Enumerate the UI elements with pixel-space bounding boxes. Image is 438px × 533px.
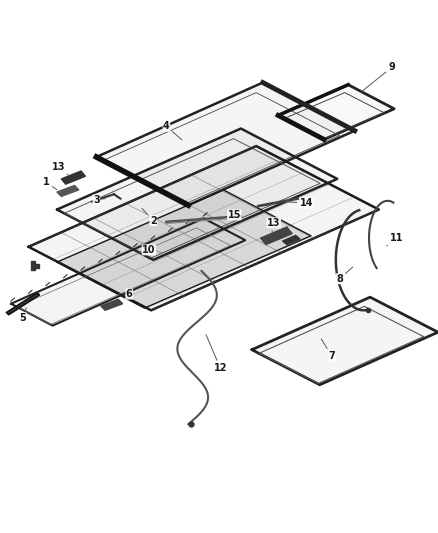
Text: 9: 9 — [361, 62, 396, 92]
Text: 15: 15 — [222, 210, 241, 220]
Polygon shape — [101, 300, 123, 310]
Polygon shape — [96, 83, 355, 205]
Text: 10: 10 — [142, 245, 155, 255]
Text: 13: 13 — [53, 161, 68, 175]
Polygon shape — [57, 185, 79, 197]
Polygon shape — [61, 171, 85, 184]
Text: 13: 13 — [267, 217, 280, 232]
Polygon shape — [57, 128, 337, 260]
Text: 6: 6 — [126, 289, 133, 299]
Text: 4: 4 — [163, 122, 182, 140]
Text: 1: 1 — [42, 177, 57, 190]
Text: 8: 8 — [336, 267, 353, 284]
Text: 3: 3 — [93, 195, 105, 205]
Text: 7: 7 — [321, 339, 336, 361]
Polygon shape — [252, 297, 438, 385]
Polygon shape — [28, 146, 379, 310]
Polygon shape — [261, 227, 292, 245]
Text: 11: 11 — [387, 233, 403, 246]
Text: 2: 2 — [142, 208, 157, 225]
Text: 14: 14 — [285, 198, 313, 208]
Polygon shape — [283, 236, 300, 245]
Polygon shape — [57, 190, 311, 308]
Polygon shape — [7, 293, 39, 314]
Text: 12: 12 — [206, 335, 227, 373]
Polygon shape — [278, 85, 394, 140]
Polygon shape — [11, 219, 245, 326]
Text: 5: 5 — [19, 308, 26, 323]
